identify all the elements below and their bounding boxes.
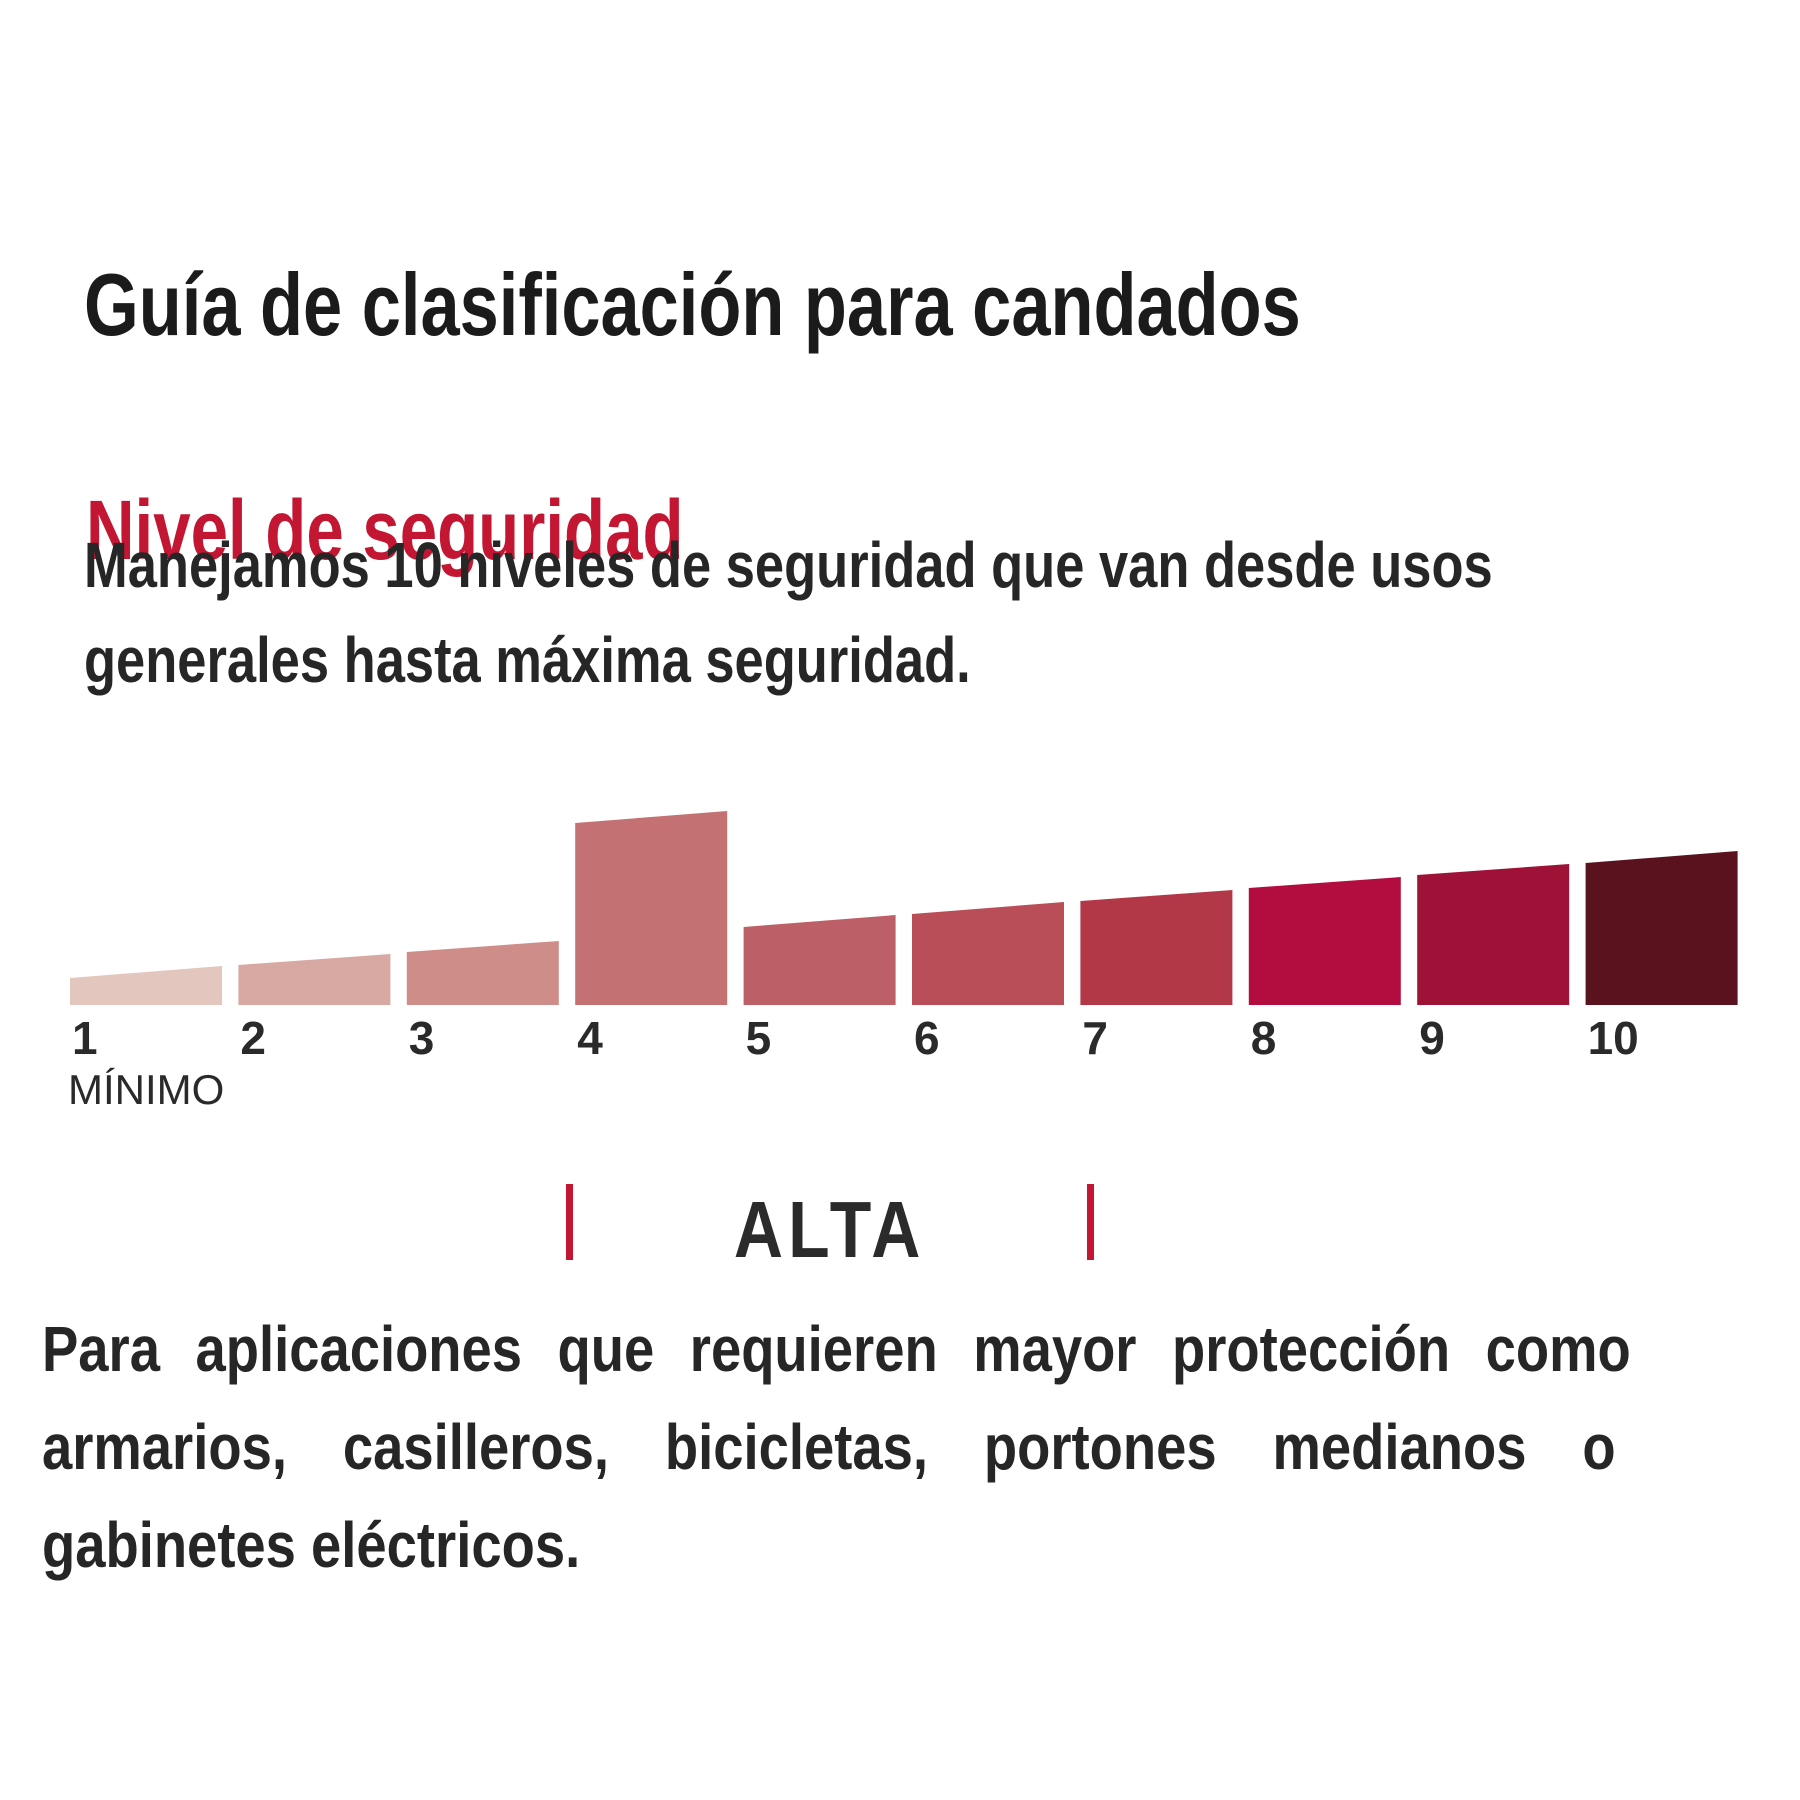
page-title-text: Guía de clasificación para candados bbox=[84, 254, 1301, 354]
x-axis-min-label: MÍNIMO bbox=[68, 1066, 224, 1113]
bar-label-8: 8 bbox=[1251, 1012, 1277, 1064]
range-label: ALTA bbox=[566, 1185, 1094, 1274]
security-bar-6 bbox=[912, 902, 1064, 1005]
bar-label-1: 1 bbox=[72, 1012, 98, 1064]
footer-description: Para aplicaciones que requieren mayor pr… bbox=[42, 1300, 1800, 1594]
security-bar-4 bbox=[575, 811, 728, 1005]
page-title: Guía de clasificación para candados bbox=[84, 254, 1605, 354]
security-bar-8 bbox=[1248, 877, 1401, 1005]
section-description-line-1: Manejamos 10 niveles de seguridad que va… bbox=[84, 529, 1493, 601]
footer-line-1: Para aplicaciones que requieren mayor pr… bbox=[42, 1313, 1631, 1385]
security-bar-7 bbox=[1080, 890, 1233, 1005]
range-label-text: ALTA bbox=[734, 1185, 926, 1274]
range-tick-left-icon bbox=[566, 1184, 573, 1260]
section-description: Manejamos 10 niveles de seguridad que va… bbox=[84, 518, 1800, 708]
bar-label-7: 7 bbox=[1082, 1012, 1108, 1064]
security-bar-2 bbox=[238, 954, 391, 1005]
footer-line-2: armarios, casilleros, bicicletas, porton… bbox=[42, 1411, 1616, 1483]
section-heading-text: Nivel de seguridad bbox=[86, 482, 684, 577]
bar-label-6: 6 bbox=[914, 1012, 940, 1064]
bar-label-10: 10 bbox=[1588, 1012, 1639, 1064]
security-bar-9 bbox=[1417, 864, 1570, 1005]
security-bar-1 bbox=[70, 966, 222, 1005]
range-tick-right-icon bbox=[1087, 1184, 1094, 1260]
bar-label-4: 4 bbox=[577, 1012, 603, 1064]
security-bar-5 bbox=[743, 915, 896, 1005]
security-bar-3 bbox=[406, 941, 559, 1005]
security-bar-10 bbox=[1585, 851, 1738, 1005]
section-description-line-2: generales hasta máxima seguridad. bbox=[84, 624, 971, 696]
section-heading: Nivel de seguridad bbox=[86, 486, 833, 574]
bar-label-5: 5 bbox=[746, 1012, 772, 1064]
footer-line-3: gabinetes eléctricos. bbox=[42, 1509, 581, 1581]
bar-label-2: 2 bbox=[240, 1012, 266, 1064]
bar-label-9: 9 bbox=[1419, 1012, 1445, 1064]
bar-label-3: 3 bbox=[409, 1012, 435, 1064]
